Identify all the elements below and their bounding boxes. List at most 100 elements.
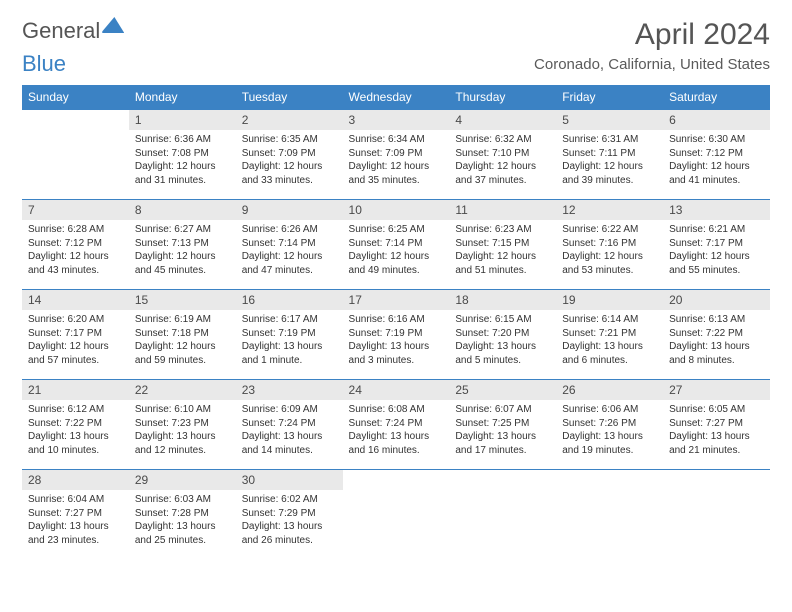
day-header: Friday <box>556 85 663 110</box>
day-line: Daylight: 12 hours <box>562 250 657 264</box>
calendar-cell <box>22 110 129 200</box>
day-line: Daylight: 12 hours <box>669 160 764 174</box>
day-line: Daylight: 12 hours <box>455 160 550 174</box>
day-header: Wednesday <box>343 85 450 110</box>
day-line: Sunset: 7:12 PM <box>28 237 123 251</box>
day-line: Sunrise: 6:27 AM <box>135 223 230 237</box>
day-line: Sunrise: 6:07 AM <box>455 403 550 417</box>
day-line: Daylight: 12 hours <box>669 250 764 264</box>
day-line: Sunset: 7:10 PM <box>455 147 550 161</box>
calendar-cell: 7Sunrise: 6:28 AMSunset: 7:12 PMDaylight… <box>22 200 129 290</box>
day-line: Sunrise: 6:10 AM <box>135 403 230 417</box>
day-line: Daylight: 13 hours <box>562 430 657 444</box>
calendar-cell: 1Sunrise: 6:36 AMSunset: 7:08 PMDaylight… <box>129 110 236 200</box>
day-line: Sunset: 7:22 PM <box>669 327 764 341</box>
day-line: Sunset: 7:13 PM <box>135 237 230 251</box>
day-number: 20 <box>663 290 770 310</box>
day-number: 1 <box>129 110 236 130</box>
day-number: 27 <box>663 380 770 400</box>
day-content: Sunrise: 6:07 AMSunset: 7:25 PMDaylight:… <box>449 400 556 463</box>
day-line: and 21 minutes. <box>669 444 764 458</box>
logo-sail-icon <box>102 17 124 33</box>
calendar-cell: 4Sunrise: 6:32 AMSunset: 7:10 PMDaylight… <box>449 110 556 200</box>
calendar-body: 1 Sunrise: 6:36 AMSunset: 7:08 PM Daylight… <box>22 110 770 560</box>
day-line: and 57 minutes. <box>28 354 123 368</box>
day-number: 24 <box>343 380 450 400</box>
day-line: Sunset: 7:17 PM <box>28 327 123 341</box>
day-content: Sunrise: 6:14 AMSunset: 7:21 PMDaylight:… <box>556 310 663 373</box>
calendar-cell <box>556 470 663 560</box>
calendar-cell: 15Sunrise: 6:19 AMSunset: 7:18 PMDayligh… <box>129 290 236 380</box>
day-line: Daylight: 12 hours <box>28 250 123 264</box>
day-line: Daylight: 13 hours <box>349 340 444 354</box>
day-line: Daylight: 12 hours <box>28 340 123 354</box>
day-number: 28 <box>22 470 129 490</box>
day-line: Sunrise: 6:34 AM <box>349 133 444 147</box>
day-line: Daylight: 13 hours <box>669 340 764 354</box>
day-content: Sunrise: 6:26 AMSunset: 7:14 PMDaylight:… <box>236 220 343 283</box>
day-line: and 17 minutes. <box>455 444 550 458</box>
day-line: Sunrise: 6:31 AM <box>562 133 657 147</box>
calendar-cell: 29Sunrise: 6:03 AMSunset: 7:28 PMDayligh… <box>129 470 236 560</box>
day-content: Sunrise: 6:04 AMSunset: 7:27 PMDaylight:… <box>22 490 129 553</box>
day-line: and 10 minutes. <box>28 444 123 458</box>
day-line: Daylight: 12 hours <box>135 340 230 354</box>
logo-text-part1: General <box>22 18 100 44</box>
day-number: 5 <box>556 110 663 130</box>
day-line: Daylight: 12 hours <box>562 160 657 174</box>
day-line: Sunrise: 6:17 AM <box>242 313 337 327</box>
day-line: and 59 minutes. <box>135 354 230 368</box>
calendar-cell: 24Sunrise: 6:08 AMSunset: 7:24 PMDayligh… <box>343 380 450 470</box>
day-content: Sunrise: 6:17 AMSunset: 7:19 PMDaylight:… <box>236 310 343 373</box>
day-line: Sunset: 7:27 PM <box>28 507 123 521</box>
day-line: Daylight: 12 hours <box>242 160 337 174</box>
day-line: Sunrise: 6:22 AM <box>562 223 657 237</box>
day-line: Sunset: 7:15 PM <box>455 237 550 251</box>
day-line: Daylight: 13 hours <box>669 430 764 444</box>
calendar-cell: 16Sunrise: 6:17 AMSunset: 7:19 PMDayligh… <box>236 290 343 380</box>
day-content: Sunrise: 6:31 AMSunset: 7:11 PMDaylight:… <box>556 130 663 193</box>
day-number: 3 <box>343 110 450 130</box>
day-line: Sunrise: 6:25 AM <box>349 223 444 237</box>
day-content: Sunrise: 6:35 AMSunset: 7:09 PMDaylight:… <box>236 130 343 193</box>
day-line: Sunrise: 6:28 AM <box>28 223 123 237</box>
day-content: Sunrise: 6:32 AMSunset: 7:10 PMDaylight:… <box>449 130 556 193</box>
day-number: 8 <box>129 200 236 220</box>
day-number: 23 <box>236 380 343 400</box>
day-line: Daylight: 13 hours <box>28 430 123 444</box>
day-content: Sunrise: 6:27 AMSunset: 7:13 PMDaylight:… <box>129 220 236 283</box>
day-line: Daylight: 12 hours <box>349 160 444 174</box>
day-line: Sunset: 7:19 PM <box>242 327 337 341</box>
calendar-cell: 2Sunrise: 6:35 AMSunset: 7:09 PMDaylight… <box>236 110 343 200</box>
day-line: and 1 minute. <box>242 354 337 368</box>
calendar-cell: 21Sunrise: 6:12 AMSunset: 7:22 PMDayligh… <box>22 380 129 470</box>
day-line: Sunset: 7:17 PM <box>669 237 764 251</box>
day-content: Sunrise: 6:25 AMSunset: 7:14 PMDaylight:… <box>343 220 450 283</box>
day-line: Daylight: 13 hours <box>242 430 337 444</box>
day-line: Sunset: 7:14 PM <box>242 237 337 251</box>
day-line: and 25 minutes. <box>135 534 230 548</box>
calendar-head: SundayMondayTuesdayWednesdayThursdayFrid… <box>22 85 770 110</box>
day-line: Sunrise: 6:36 AM <box>135 133 230 147</box>
day-line: Sunset: 7:08 PM <box>135 147 230 161</box>
day-content: Sunrise: 6:22 AMSunset: 7:16 PMDaylight:… <box>556 220 663 283</box>
day-header: Tuesday <box>236 85 343 110</box>
day-line: Sunrise: 6:12 AM <box>28 403 123 417</box>
day-number: 13 <box>663 200 770 220</box>
day-header: Thursday <box>449 85 556 110</box>
day-content: Sunrise: 6:21 AMSunset: 7:17 PMDaylight:… <box>663 220 770 283</box>
day-line: and 16 minutes. <box>349 444 444 458</box>
day-line: Sunrise: 6:13 AM <box>669 313 764 327</box>
day-header: Saturday <box>663 85 770 110</box>
calendar-cell <box>663 470 770 560</box>
day-number: 29 <box>129 470 236 490</box>
day-content: Sunrise: 6:28 AMSunset: 7:12 PMDaylight:… <box>22 220 129 283</box>
day-line: and 53 minutes. <box>562 264 657 278</box>
day-content: Sunrise: 6:16 AMSunset: 7:19 PMDaylight:… <box>343 310 450 373</box>
day-line: Sunrise: 6:20 AM <box>28 313 123 327</box>
day-line: Daylight: 13 hours <box>28 520 123 534</box>
day-line: Daylight: 13 hours <box>455 430 550 444</box>
calendar-cell: 27Sunrise: 6:05 AMSunset: 7:27 PMDayligh… <box>663 380 770 470</box>
day-line: and 51 minutes. <box>455 264 550 278</box>
calendar-cell: 22Sunrise: 6:10 AMSunset: 7:23 PMDayligh… <box>129 380 236 470</box>
